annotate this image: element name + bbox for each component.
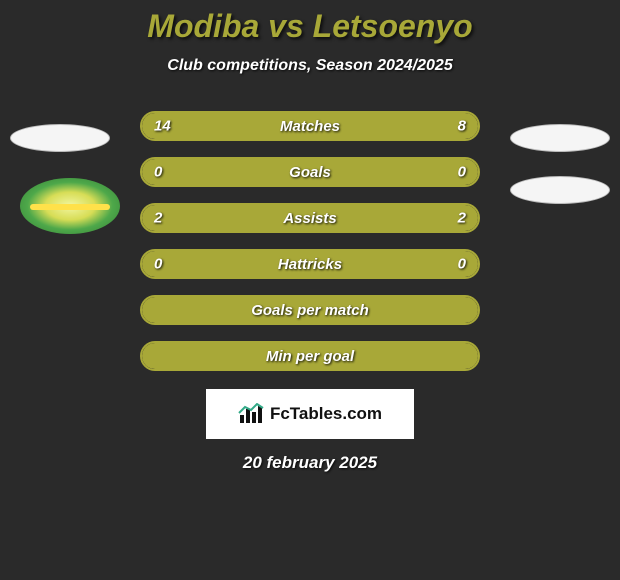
bar-track: Min per goal bbox=[140, 341, 480, 371]
bar-track: Goals 0 0 bbox=[140, 157, 480, 187]
footer-date: 20 february 2025 bbox=[0, 453, 620, 473]
stat-value-right: 2 bbox=[458, 210, 466, 227]
stat-label: Assists bbox=[283, 210, 336, 227]
bar-track: Matches 14 8 bbox=[140, 111, 480, 141]
stat-value-right: 0 bbox=[458, 256, 466, 273]
stat-value-right: 8 bbox=[458, 118, 466, 135]
chart-icon bbox=[238, 403, 264, 425]
team-badge bbox=[510, 124, 610, 152]
stat-value-left: 0 bbox=[154, 164, 162, 181]
bar-track: Goals per match bbox=[140, 295, 480, 325]
subtitle: Club competitions, Season 2024/2025 bbox=[0, 57, 620, 75]
stat-value-left: 14 bbox=[154, 118, 171, 135]
team-badge bbox=[10, 124, 110, 152]
page-title: Modiba vs Letsoenyo bbox=[0, 8, 620, 45]
stat-value-left: 0 bbox=[154, 256, 162, 273]
bar-track: Hattricks 0 0 bbox=[140, 249, 480, 279]
stat-label: Min per goal bbox=[266, 348, 354, 365]
watermark-text: FcTables.com bbox=[270, 404, 382, 424]
stat-value-right: 0 bbox=[458, 164, 466, 181]
stat-row: Min per goal bbox=[0, 333, 620, 379]
comparison-infographic: Modiba vs Letsoenyo Club competitions, S… bbox=[0, 0, 620, 473]
stat-value-left: 2 bbox=[154, 210, 162, 227]
stat-row: Goals per match bbox=[0, 287, 620, 333]
stat-label: Goals bbox=[289, 164, 331, 181]
stat-label: Goals per match bbox=[251, 302, 369, 319]
stat-row: Hattricks 0 0 bbox=[0, 241, 620, 287]
team-badge bbox=[510, 176, 610, 204]
stat-label: Matches bbox=[280, 118, 340, 135]
watermark: FcTables.com bbox=[206, 389, 414, 439]
stat-label: Hattricks bbox=[278, 256, 342, 273]
bar-track: Assists 2 2 bbox=[140, 203, 480, 233]
club-badge bbox=[20, 178, 120, 234]
